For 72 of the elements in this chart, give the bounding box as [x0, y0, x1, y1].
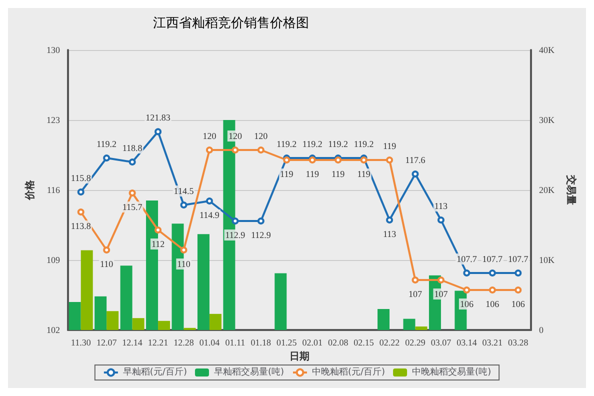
- y2-axis-title: 交易量: [564, 174, 577, 205]
- legend-label: 早籼稻交易量(吨): [214, 366, 284, 378]
- x-tick-label: 02.01: [302, 338, 322, 348]
- data-label: 120: [202, 131, 217, 141]
- y-axis-title: 价格: [24, 179, 36, 201]
- data-label: 112: [151, 239, 165, 249]
- y-tick-label: 116: [46, 185, 60, 195]
- x-tick-label: 12.28: [174, 338, 194, 348]
- data-label: 121.83: [146, 112, 171, 123]
- data-label: 119: [306, 169, 320, 179]
- data-label: 112.9: [250, 230, 272, 240]
- data-label: 119.2: [276, 139, 297, 149]
- x-tick-label: 02.22: [379, 338, 400, 348]
- data-label: 115.8: [70, 173, 92, 183]
- x-tick-label: 03.07: [430, 338, 452, 348]
- data-label: 106: [460, 299, 474, 309]
- data-label: 110: [177, 259, 191, 269]
- data-label: 107: [408, 289, 422, 299]
- x-tick-label: 01.11: [225, 338, 246, 348]
- data-label: 119.2: [96, 139, 117, 149]
- data-label: 114.9: [200, 210, 220, 220]
- data-label: 117.6: [405, 155, 426, 165]
- x-tick-label: 01.04: [199, 338, 220, 348]
- y-tick-label: 123: [46, 115, 60, 125]
- data-label: 118.8: [122, 143, 143, 153]
- data-label: 113.8: [70, 221, 92, 231]
- legend-label: 中晚籼稻(元/百斤): [312, 366, 386, 378]
- data-label: 119.2: [354, 139, 374, 149]
- legend-label: 中晚籼稻交易量(吨): [412, 366, 492, 378]
- y2-tick-label: 10K: [539, 255, 555, 265]
- x-tick-label: 03.28: [508, 338, 529, 348]
- data-label: 119.2: [302, 139, 322, 149]
- y-tick-label: 102: [46, 325, 60, 335]
- data-label: 119: [357, 169, 371, 179]
- legend-label: 早籼稻(元/百斤): [122, 366, 187, 378]
- x-tick-label: 03.14: [456, 338, 478, 348]
- data-label: 120: [254, 131, 268, 141]
- x-axis-title: 日期: [290, 350, 310, 362]
- y2-tick-label: 20K: [539, 185, 555, 195]
- x-tick-label: 02.29: [405, 338, 426, 348]
- data-label: 110: [100, 259, 114, 269]
- data-label: 106: [511, 299, 526, 309]
- data-label: 114.5: [174, 186, 194, 196]
- data-label: 106: [486, 299, 500, 309]
- x-tick-label: 03.21: [482, 338, 503, 348]
- chart-title: 江西省籼稻竞价销售价格图: [153, 16, 309, 31]
- y2-tick-label: 30K: [539, 115, 555, 125]
- x-tick-label: 02.15: [354, 338, 374, 348]
- data-label: 107.7: [456, 254, 478, 264]
- data-label: 112.9: [225, 230, 246, 240]
- data-label: 115.7: [122, 202, 143, 212]
- x-tick-label: 11.30: [70, 338, 92, 348]
- x-tick-label: 12.07: [96, 338, 118, 348]
- y-tick-label: 130: [46, 45, 60, 55]
- data-label: 119.2: [328, 139, 348, 149]
- y-tick-label: 109: [46, 255, 60, 265]
- x-tick-label: 12.21: [148, 338, 168, 348]
- data-label: 107.7: [482, 254, 504, 264]
- data-label: 113: [382, 229, 397, 239]
- y2-tick-label: 0: [539, 325, 544, 335]
- data-label: 120: [228, 131, 242, 141]
- data-label: 107: [434, 289, 448, 299]
- data-label: 119: [280, 169, 294, 179]
- data-label: 113: [434, 201, 448, 211]
- data-label: 119: [331, 169, 346, 179]
- data-label: 107.7: [508, 254, 529, 264]
- y2-tick-label: 40K: [539, 45, 555, 55]
- x-tick-label: 12.14: [122, 338, 143, 348]
- x-tick-label: 02.08: [328, 338, 349, 348]
- data-label: 119: [382, 141, 397, 151]
- x-tick-label: 01.18: [250, 338, 272, 348]
- x-tick-label: 01.25: [276, 338, 298, 348]
